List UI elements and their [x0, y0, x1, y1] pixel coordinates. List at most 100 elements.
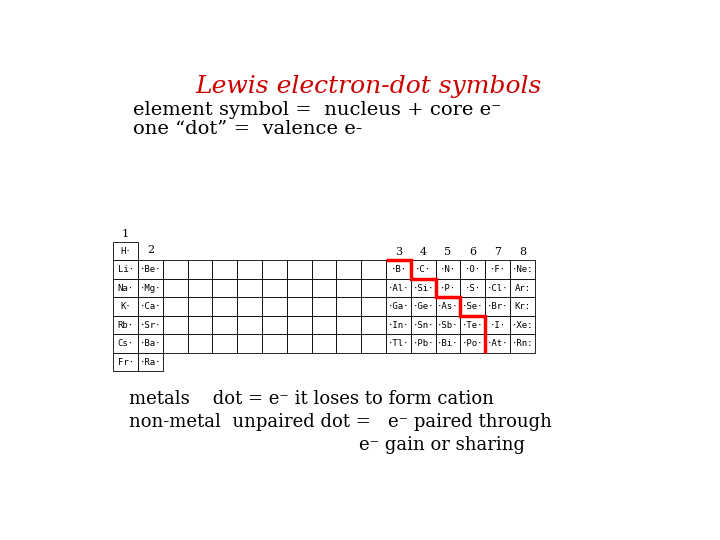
- Bar: [163, 316, 188, 334]
- Text: Lewis electron-dot symbols: Lewis electron-dot symbols: [196, 75, 542, 98]
- Bar: [212, 260, 238, 279]
- Bar: [485, 260, 510, 279]
- Text: ·Sr·: ·Sr·: [140, 321, 161, 329]
- Bar: [461, 279, 485, 298]
- Bar: [113, 316, 138, 334]
- Bar: [361, 260, 386, 279]
- Bar: [138, 353, 163, 372]
- Text: ·Pb·: ·Pb·: [413, 339, 434, 348]
- Bar: [138, 298, 163, 316]
- Bar: [312, 298, 336, 316]
- Bar: [287, 260, 312, 279]
- Text: 3: 3: [395, 247, 402, 257]
- Bar: [262, 279, 287, 298]
- Text: ·Br·: ·Br·: [487, 302, 508, 311]
- Text: 2: 2: [147, 245, 154, 254]
- Bar: [336, 260, 361, 279]
- Text: ·C·: ·C·: [415, 265, 431, 274]
- Text: ·Se·: ·Se·: [462, 302, 484, 311]
- Bar: [188, 260, 212, 279]
- Bar: [510, 334, 535, 353]
- Text: Na·: Na·: [117, 284, 134, 293]
- Text: ·In·: ·In·: [387, 321, 409, 329]
- Text: ·Si·: ·Si·: [413, 284, 434, 293]
- Bar: [238, 260, 262, 279]
- Bar: [312, 279, 336, 298]
- Bar: [510, 298, 535, 316]
- Text: ·Al·: ·Al·: [387, 284, 409, 293]
- Text: e⁻ gain or sharing: e⁻ gain or sharing: [129, 436, 525, 454]
- Text: ·Ga·: ·Ga·: [387, 302, 409, 311]
- Bar: [212, 334, 238, 353]
- Bar: [336, 279, 361, 298]
- Bar: [386, 260, 411, 279]
- Bar: [411, 316, 436, 334]
- Bar: [386, 334, 411, 353]
- Bar: [312, 334, 336, 353]
- Bar: [188, 279, 212, 298]
- Bar: [436, 279, 461, 298]
- Text: ·O·: ·O·: [465, 265, 481, 274]
- Bar: [436, 334, 461, 353]
- Bar: [411, 298, 436, 316]
- Text: K·: K·: [120, 302, 131, 311]
- Bar: [312, 316, 336, 334]
- Text: 7: 7: [494, 247, 501, 257]
- Text: ·Cl·: ·Cl·: [487, 284, 508, 293]
- Bar: [262, 298, 287, 316]
- Text: ·S·: ·S·: [465, 284, 481, 293]
- Text: ·Ra·: ·Ra·: [140, 357, 161, 367]
- Text: metals    dot = e⁻ it loses to form cation: metals dot = e⁻ it loses to form cation: [129, 390, 494, 408]
- Text: non-metal  unpaired dot =   e⁻ paired through: non-metal unpaired dot = e⁻ paired throu…: [129, 413, 552, 431]
- Bar: [163, 279, 188, 298]
- Text: Ar:: Ar:: [514, 284, 531, 293]
- Text: ·Ba·: ·Ba·: [140, 339, 161, 348]
- Bar: [188, 316, 212, 334]
- Bar: [510, 316, 535, 334]
- Text: Rb·: Rb·: [117, 321, 134, 329]
- Bar: [461, 316, 485, 334]
- Bar: [138, 334, 163, 353]
- Bar: [361, 316, 386, 334]
- Text: ·Xe:: ·Xe:: [512, 321, 534, 329]
- Bar: [212, 316, 238, 334]
- Bar: [238, 334, 262, 353]
- Text: Li·: Li·: [117, 265, 134, 274]
- Text: Fr·: Fr·: [117, 357, 134, 367]
- Text: ·F·: ·F·: [490, 265, 505, 274]
- Text: ·B·: ·B·: [390, 265, 407, 274]
- Bar: [262, 316, 287, 334]
- Text: 1: 1: [122, 229, 129, 239]
- Bar: [510, 279, 535, 298]
- Bar: [485, 298, 510, 316]
- Text: ·As·: ·As·: [437, 302, 459, 311]
- Text: 5: 5: [444, 247, 451, 257]
- Bar: [510, 260, 535, 279]
- Bar: [138, 260, 163, 279]
- Bar: [411, 279, 436, 298]
- Bar: [287, 334, 312, 353]
- Bar: [436, 316, 461, 334]
- Bar: [238, 316, 262, 334]
- Bar: [485, 316, 510, 334]
- Bar: [212, 279, 238, 298]
- Text: 8: 8: [519, 247, 526, 257]
- Text: ·N·: ·N·: [440, 265, 456, 274]
- Text: ·Rn:: ·Rn:: [512, 339, 534, 348]
- Bar: [138, 279, 163, 298]
- Bar: [113, 334, 138, 353]
- Bar: [113, 260, 138, 279]
- Bar: [361, 298, 386, 316]
- Bar: [461, 334, 485, 353]
- Bar: [188, 298, 212, 316]
- Bar: [436, 260, 461, 279]
- Text: ·Te·: ·Te·: [462, 321, 484, 329]
- Text: H·: H·: [120, 247, 131, 255]
- Bar: [361, 334, 386, 353]
- Bar: [163, 298, 188, 316]
- Bar: [238, 298, 262, 316]
- Bar: [411, 260, 436, 279]
- Bar: [212, 298, 238, 316]
- Bar: [411, 334, 436, 353]
- Bar: [386, 298, 411, 316]
